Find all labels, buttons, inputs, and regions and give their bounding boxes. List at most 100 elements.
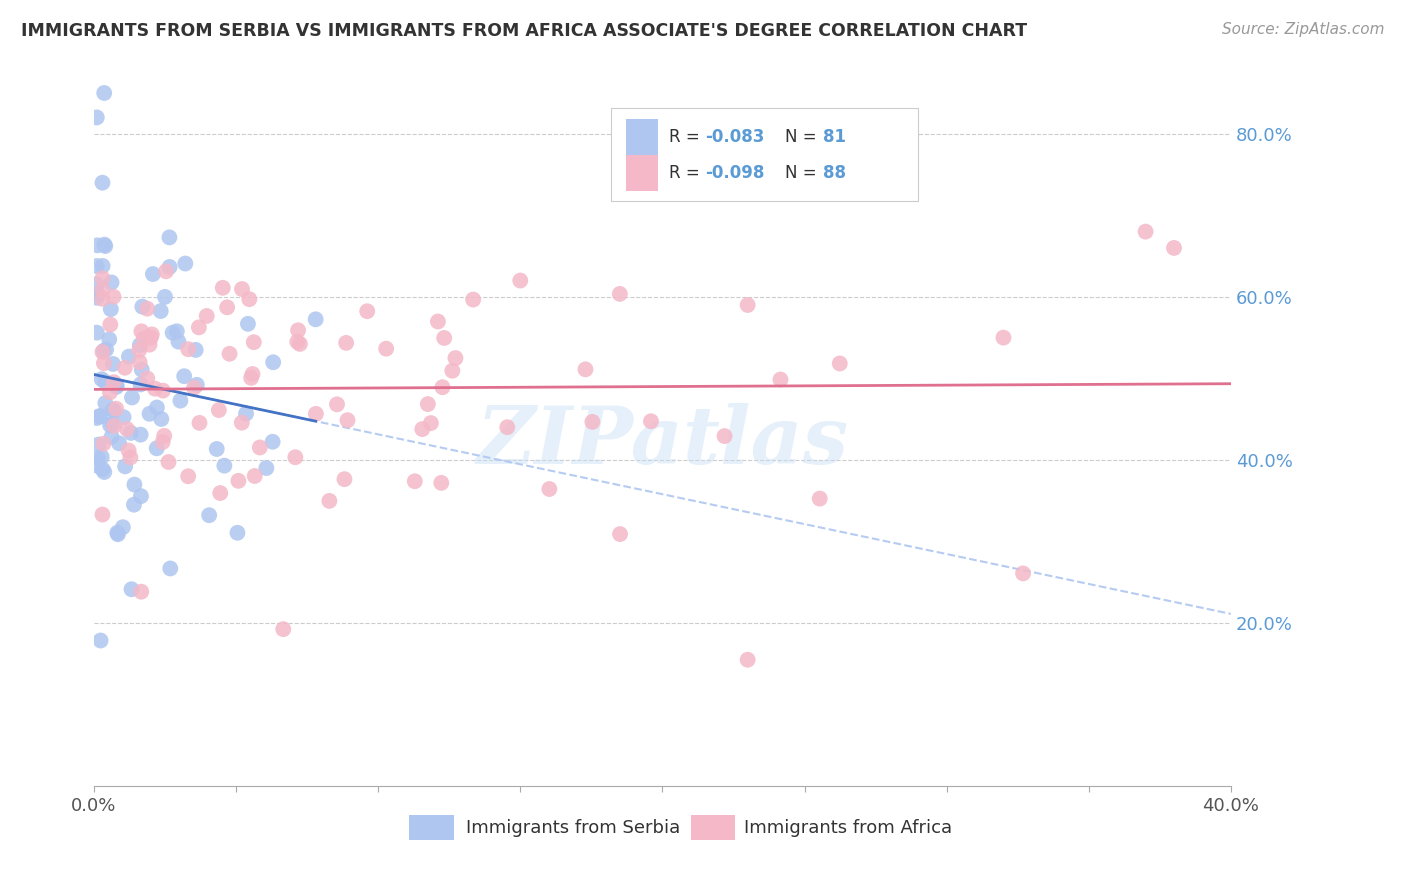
Point <box>87 437 110 451</box>
Point <box>335 335 357 350</box>
Point <box>1012 566 1035 581</box>
Point <box>131 362 153 376</box>
Point <box>114 459 136 474</box>
Point <box>150 412 173 426</box>
Point <box>91 345 114 359</box>
Point <box>108 436 131 450</box>
Point <box>93 237 115 252</box>
Point <box>143 382 166 396</box>
Point <box>218 347 240 361</box>
Point <box>91 462 114 476</box>
Point <box>112 410 135 425</box>
Point <box>98 318 121 332</box>
Point <box>284 450 307 465</box>
Point <box>305 407 328 421</box>
Point <box>640 414 662 428</box>
Point <box>128 343 150 357</box>
Text: IMMIGRANTS FROM SERBIA VS IMMIGRANTS FROM AFRICA ASSOCIATE'S DEGREE CORRELATION : IMMIGRANTS FROM SERBIA VS IMMIGRANTS FRO… <box>21 22 1028 40</box>
Point <box>288 337 311 351</box>
Point <box>159 260 181 274</box>
Point <box>214 458 236 473</box>
Point <box>98 385 121 400</box>
Point <box>120 450 142 465</box>
Point <box>333 472 356 486</box>
Point <box>184 343 207 357</box>
Point <box>122 498 145 512</box>
Point <box>375 342 398 356</box>
FancyBboxPatch shape <box>612 108 918 202</box>
FancyBboxPatch shape <box>626 119 658 154</box>
Point <box>217 301 239 315</box>
Point <box>211 281 233 295</box>
Point <box>93 356 115 370</box>
Point <box>90 372 112 386</box>
Point <box>326 397 349 411</box>
Point <box>1135 225 1157 239</box>
Point <box>118 350 141 364</box>
Point <box>152 435 174 450</box>
Point <box>105 380 128 394</box>
Point <box>336 413 359 427</box>
Point <box>153 429 176 443</box>
Point <box>174 256 197 270</box>
Point <box>404 475 426 489</box>
Point <box>91 508 114 522</box>
Point <box>538 482 561 496</box>
Point <box>91 176 114 190</box>
Point <box>103 290 125 304</box>
Text: R =: R = <box>669 163 706 182</box>
Point <box>177 342 200 356</box>
Point <box>136 301 159 316</box>
Point <box>187 320 209 334</box>
Point <box>737 298 759 312</box>
Point <box>86 111 108 125</box>
Point <box>129 377 152 392</box>
Point <box>131 300 153 314</box>
Point <box>581 415 603 429</box>
Point <box>430 475 453 490</box>
Point <box>433 331 456 345</box>
Point <box>89 409 111 424</box>
Point <box>124 477 146 491</box>
Point <box>186 377 208 392</box>
Text: 88: 88 <box>823 163 845 182</box>
Point <box>198 508 221 523</box>
Point <box>242 367 264 381</box>
Point <box>828 356 851 370</box>
Point <box>114 360 136 375</box>
Point <box>103 418 125 433</box>
Point <box>356 304 378 318</box>
Point <box>138 407 160 421</box>
Point <box>157 455 180 469</box>
Point <box>86 238 108 252</box>
Point <box>86 291 108 305</box>
Point <box>238 292 260 306</box>
Point <box>153 290 176 304</box>
Point <box>769 372 792 386</box>
Point <box>86 326 108 340</box>
Point <box>183 381 205 395</box>
Point <box>129 427 152 442</box>
Point <box>93 86 115 100</box>
Point <box>235 407 257 421</box>
Point <box>262 434 284 449</box>
Point <box>91 259 114 273</box>
Point <box>121 391 143 405</box>
Point <box>89 409 111 424</box>
Point <box>93 465 115 479</box>
Point <box>208 403 231 417</box>
Point <box>169 393 191 408</box>
Point <box>141 327 163 342</box>
Point <box>444 351 467 365</box>
Point <box>737 653 759 667</box>
Text: R =: R = <box>669 128 706 145</box>
Point <box>94 239 117 253</box>
Text: -0.098: -0.098 <box>706 163 765 182</box>
Point <box>94 396 117 410</box>
Text: ZIPatlas: ZIPatlas <box>477 403 848 481</box>
Point <box>243 469 266 483</box>
Point <box>120 425 142 440</box>
Text: Immigrants from Serbia: Immigrants from Serbia <box>465 819 679 837</box>
Point <box>128 338 150 352</box>
Point <box>155 264 177 278</box>
